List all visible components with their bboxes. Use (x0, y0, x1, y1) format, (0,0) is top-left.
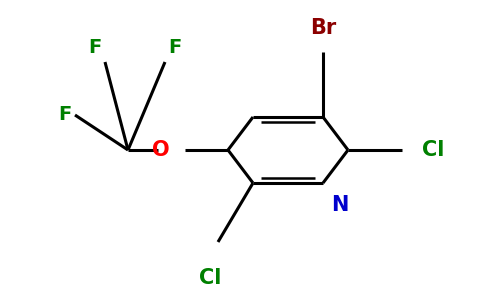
Text: F: F (59, 106, 72, 124)
Text: Br: Br (310, 18, 336, 38)
Text: F: F (168, 38, 181, 57)
Text: N: N (331, 195, 348, 215)
Text: Cl: Cl (199, 268, 221, 288)
Text: F: F (89, 38, 102, 57)
Text: Cl: Cl (422, 140, 444, 160)
Text: O: O (152, 140, 170, 160)
